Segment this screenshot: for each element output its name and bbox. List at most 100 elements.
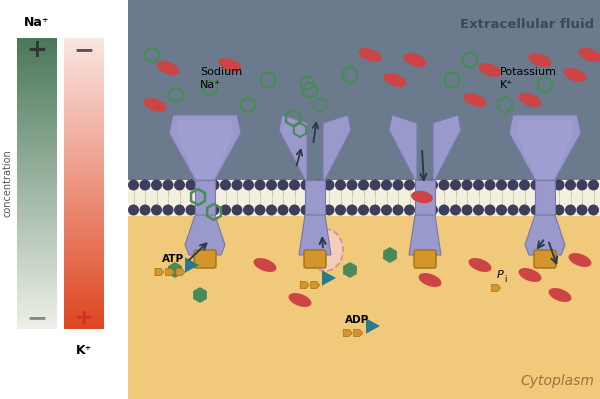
Bar [64,158,104,160]
Bar [17,85,57,87]
Bar [17,239,57,242]
Bar [17,223,57,226]
Bar [64,192,104,194]
Bar [17,294,57,297]
Circle shape [496,180,507,190]
Circle shape [277,180,289,190]
Bar [64,219,104,221]
Bar [17,203,57,205]
Ellipse shape [548,288,571,302]
Bar [17,326,57,329]
Bar [17,144,57,146]
Ellipse shape [404,53,427,67]
Bar [17,199,57,201]
Bar [17,135,57,137]
Text: −: − [26,306,47,330]
Bar [64,103,104,105]
Circle shape [209,180,220,190]
Bar [17,119,57,121]
Bar [17,44,57,46]
Circle shape [577,205,587,215]
Bar [64,305,104,307]
Bar [64,254,104,256]
Bar [17,216,57,218]
Bar [17,89,57,91]
Bar [17,71,57,73]
Text: Potassium: Potassium [500,67,557,77]
Bar [17,305,57,307]
Bar [17,221,57,223]
Bar [64,213,104,215]
Bar [17,237,57,239]
Circle shape [415,205,427,215]
Circle shape [565,205,576,215]
Bar [17,103,57,105]
Circle shape [381,205,392,215]
Bar [64,223,104,226]
Bar [17,63,57,65]
Bar [17,318,57,320]
Bar [17,95,57,97]
Bar [64,318,104,320]
Polygon shape [185,215,225,255]
Circle shape [277,205,289,215]
Circle shape [358,180,369,190]
Bar [17,40,57,41]
Bar [64,259,104,261]
Circle shape [151,205,162,215]
Circle shape [519,180,530,190]
Bar [64,183,104,185]
Bar [64,326,104,329]
Bar [64,131,104,133]
Polygon shape [517,120,573,180]
Polygon shape [323,115,351,180]
Bar [17,138,57,140]
Bar [64,250,104,252]
Bar [64,273,104,275]
Circle shape [289,180,300,190]
Text: K⁺: K⁺ [500,80,513,90]
Bar [64,152,104,154]
Circle shape [323,205,335,215]
Bar [64,105,104,107]
Polygon shape [279,115,307,180]
Bar [64,86,104,88]
Text: Sodium: Sodium [200,67,242,77]
Bar [17,247,57,249]
Bar [64,135,104,137]
Bar [17,235,57,237]
Bar [64,247,104,249]
Bar [17,124,57,126]
Polygon shape [300,282,309,288]
Bar [64,248,104,250]
Circle shape [485,180,496,190]
Bar [17,166,57,168]
Bar [64,182,104,184]
Circle shape [220,180,231,190]
Bar [17,286,57,288]
Text: +: + [74,308,94,328]
Bar [64,293,104,295]
Text: Extracellular fluid: Extracellular fluid [460,18,594,31]
Bar [17,314,57,316]
Circle shape [554,180,565,190]
Bar [64,54,104,56]
Bar [17,200,57,202]
Circle shape [542,180,553,190]
Circle shape [197,180,208,190]
Polygon shape [343,330,352,336]
Circle shape [508,205,518,215]
Circle shape [254,180,265,190]
Circle shape [209,205,220,215]
Bar [17,81,57,83]
Polygon shape [155,269,164,275]
Bar [17,170,57,172]
Bar [64,306,104,308]
Circle shape [301,205,311,215]
Bar [17,312,57,314]
Bar [64,140,104,142]
Circle shape [174,180,185,190]
Bar [64,276,104,278]
Bar [64,102,104,104]
Bar [64,141,104,143]
